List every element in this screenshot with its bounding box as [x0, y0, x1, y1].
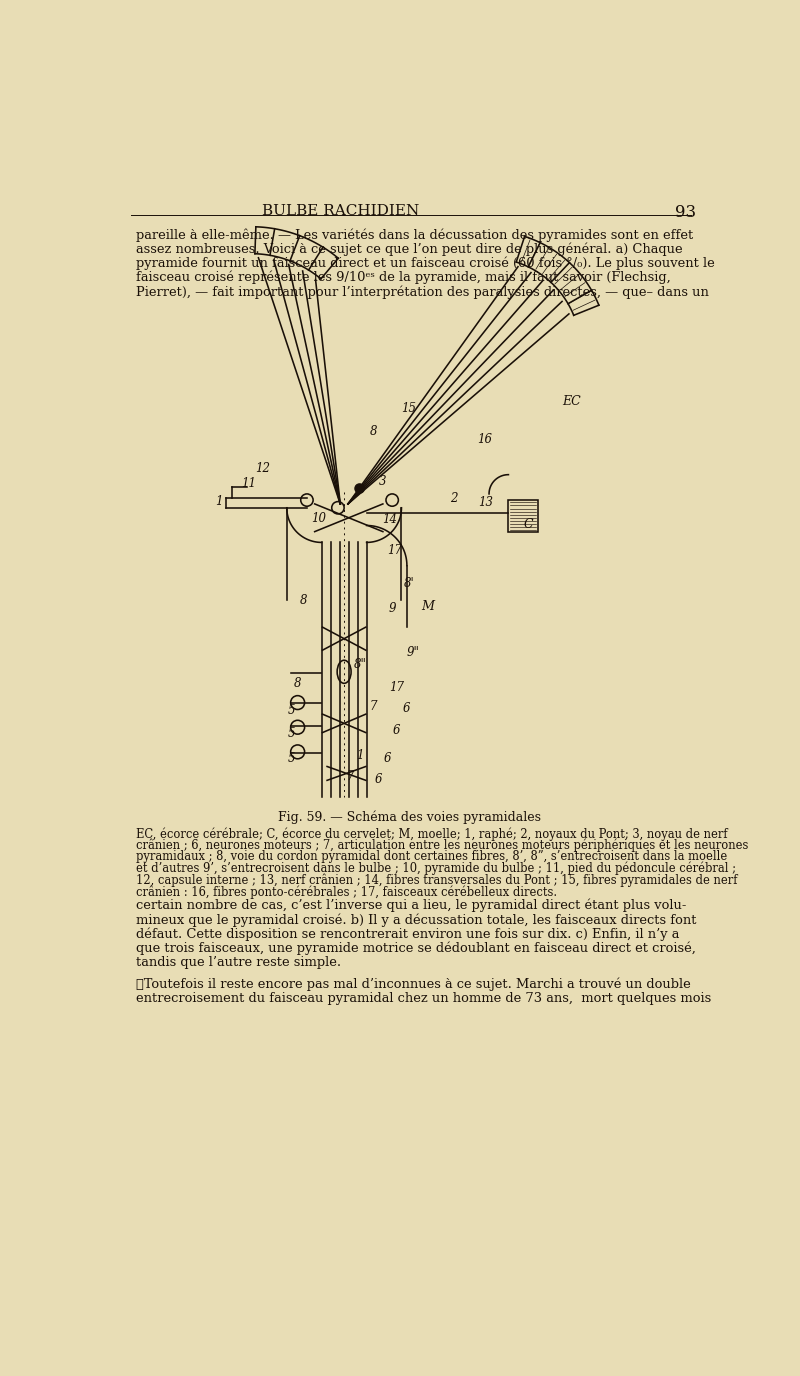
- Text: 9: 9: [388, 603, 396, 615]
- Text: 5: 5: [287, 705, 295, 717]
- Text: faisceau croisé représente les 9/10ᵉˢ de la pyramide, mais il faut savoir (Flech: faisceau croisé représente les 9/10ᵉˢ de…: [137, 271, 671, 285]
- Text: crânien : 16, fibres ponto-cérébrales ; 17, faisceaux cérébelleux directs.: crânien : 16, fibres ponto-cérébrales ; …: [137, 885, 558, 899]
- Text: crânien ; 6, neurones moteurs ; 7, articulation entre les neurones moteurs périp: crânien ; 6, neurones moteurs ; 7, artic…: [137, 839, 749, 852]
- Text: 7: 7: [346, 769, 354, 783]
- Text: M: M: [422, 600, 434, 614]
- Text: 14: 14: [382, 513, 397, 526]
- Text: tandis que l’autre reste simple.: tandis que l’autre reste simple.: [137, 956, 342, 969]
- Text: 2: 2: [450, 491, 458, 505]
- Text: et d’autres 9’, s’entrecroisent dans le bulbe ; 10, pyramide du bulbe ; 11, pied: et d’autres 9’, s’entrecroisent dans le …: [137, 861, 737, 875]
- Text: 6: 6: [402, 702, 410, 714]
- Text: 8: 8: [294, 677, 302, 691]
- Text: 6: 6: [374, 773, 382, 787]
- Text: EC: EC: [562, 395, 581, 407]
- Text: 12, capsule interne ; 13, nerf crânien ; 14, fibres transversales du Pont ; 15, : 12, capsule interne ; 13, nerf crânien ;…: [137, 874, 738, 888]
- Text: 17: 17: [389, 681, 404, 694]
- Text: 8: 8: [300, 594, 307, 607]
- Text: 12: 12: [255, 461, 270, 475]
- Text: 17: 17: [386, 544, 402, 557]
- Text: 5: 5: [287, 751, 295, 765]
- Text: entrecroisement du faisceau pyramidal chez un homme de 73 ans,  mort quelques mo: entrecroisement du faisceau pyramidal ch…: [137, 992, 712, 1004]
- Text: Fig. 59. — Schéma des voies pyramidales: Fig. 59. — Schéma des voies pyramidales: [278, 810, 542, 824]
- Text: C: C: [523, 517, 533, 531]
- Text: Toutefois il reste encore pas mal d’inconnues à ce sujet. Marchi a trouvé un dou: Toutefois il reste encore pas mal d’inco…: [137, 977, 691, 991]
- Text: pareille à elle-même. — Les variétés dans la décussation des pyramides sont en e: pareille à elle-même. — Les variétés dan…: [137, 228, 694, 242]
- Text: 93: 93: [675, 204, 696, 220]
- Text: 5: 5: [287, 728, 295, 740]
- Circle shape: [355, 484, 364, 493]
- Text: 10: 10: [311, 512, 326, 524]
- Text: Pierret), — fait important pour l’interprétation des paralysies directes, — que–: Pierret), — fait important pour l’interp…: [137, 285, 710, 299]
- Text: 13: 13: [478, 497, 493, 509]
- Text: que trois faisceaux, une pyramide motrice se dédoublant en faisceau direct et cr: que trois faisceaux, une pyramide motric…: [137, 941, 696, 955]
- Text: 8': 8': [404, 577, 414, 590]
- Text: 9": 9": [407, 647, 420, 659]
- Text: 6: 6: [393, 724, 401, 738]
- Text: assez nombreuses. Voici à ce sujet ce que l’on peut dire de plus général. a) Cha: assez nombreuses. Voici à ce sujet ce qu…: [137, 242, 683, 256]
- Text: 1: 1: [214, 495, 222, 508]
- Text: 11: 11: [241, 477, 256, 490]
- Text: 15: 15: [402, 402, 417, 416]
- Text: 3: 3: [379, 476, 386, 488]
- Text: 7: 7: [370, 700, 378, 713]
- Text: BULBE RACHIDIEN: BULBE RACHIDIEN: [262, 204, 419, 217]
- Text: certain nombre de cas, c’est l’inverse qui a lieu, le pyramidal direct étant plu: certain nombre de cas, c’est l’inverse q…: [137, 899, 686, 912]
- Text: 1: 1: [356, 749, 363, 762]
- Text: défaut. Cette disposition se rencontrerait environ une fois sur dix. c) Enfin, i: défaut. Cette disposition se rencontrera…: [137, 927, 680, 941]
- Text: EC, écorce cérébrale; C, écorce du cervelet; M, moelle; 1, raphé; 2, noyaux du P: EC, écorce cérébrale; C, écorce du cerve…: [137, 827, 728, 841]
- Text: 16: 16: [478, 433, 493, 446]
- Bar: [509, 499, 538, 533]
- Text: pyramidaux ; 8, voie du cordon pyramidal dont certaines fibres, 8’, 8”, s’entrec: pyramidaux ; 8, voie du cordon pyramidal…: [137, 850, 728, 863]
- Text: mineux que le pyramidal croisé. b) Il y a décussation totale, les faisceaux dire: mineux que le pyramidal croisé. b) Il y …: [137, 914, 697, 926]
- Text: 6: 6: [384, 751, 391, 765]
- Text: 8: 8: [370, 425, 378, 439]
- Text: 8": 8": [354, 658, 367, 671]
- Text: pyramide fournit un faisceau direct et un faisceau croisé (60 fois °/₀). Le plus: pyramide fournit un faisceau direct et u…: [137, 257, 715, 270]
